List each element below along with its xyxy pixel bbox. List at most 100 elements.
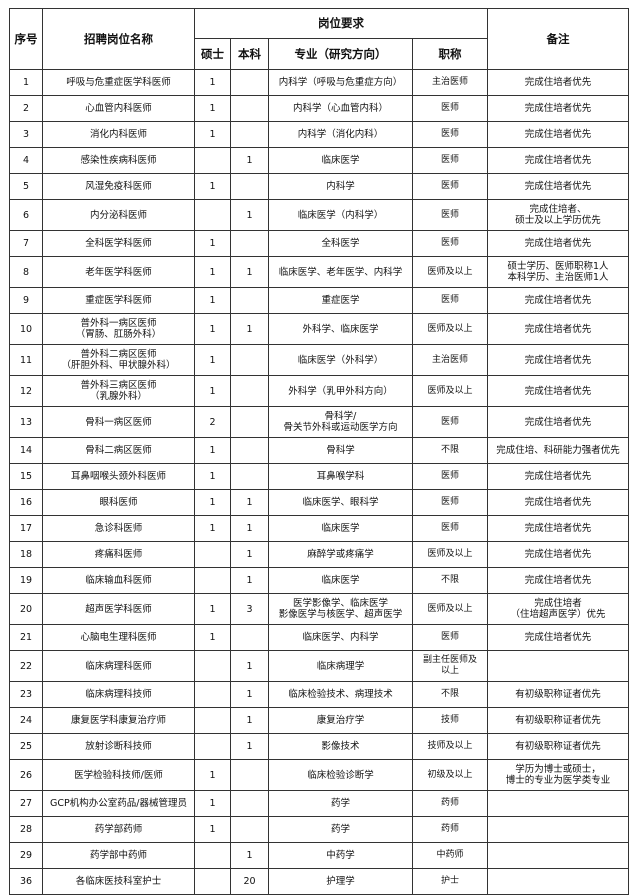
cell-no: 23 — [9, 681, 43, 708]
cell-major: 临床检验诊断学 — [268, 759, 413, 791]
recruitment-table: 序号 招聘岗位名称 岗位要求 备注 硕士 本科 专业（研究方向） 职称 1 呼吸与… — [9, 8, 629, 895]
cell-bachelor: 3 — [230, 593, 269, 625]
cell-no: 14 — [9, 437, 43, 464]
cell-no: 11 — [9, 344, 43, 376]
cell-master: 1 — [194, 624, 231, 651]
cell-bachelor — [230, 344, 269, 376]
cell-no: 24 — [9, 707, 43, 734]
cell-master: 1 — [194, 515, 231, 542]
table-row: 10 普外科一病区医师 （胃肠、肛肠外科） 1 1 外科学、临床医学 医师及以上 完成住培者… — [9, 313, 629, 345]
cell-major: 临床医学、老年医学、内科学 — [268, 256, 413, 288]
header-no: 序号 — [9, 8, 43, 70]
header-remarks: 备注 — [487, 8, 629, 70]
cell-master: 1 — [194, 375, 231, 407]
cell-bachelor: 1 — [230, 147, 269, 174]
table-row: 22 临床病理科医师 1 临床病理学 副主任医师及 以上 — [9, 650, 629, 682]
cell-remarks — [487, 842, 629, 869]
cell-position: 医学检验科技师/医师 — [42, 759, 195, 791]
cell-master: 1 — [194, 230, 231, 257]
cell-title: 医师 — [412, 515, 488, 542]
cell-bachelor — [230, 406, 269, 438]
cell-major: 临床医学、内科学 — [268, 624, 413, 651]
header-requirements: 岗位要求 — [194, 8, 488, 39]
cell-remarks: 完成住培者优先 — [487, 230, 629, 257]
cell-master — [194, 650, 231, 682]
cell-master — [194, 842, 231, 869]
header-position: 招聘岗位名称 — [42, 8, 195, 70]
cell-master: 1 — [194, 69, 231, 96]
cell-no: 16 — [9, 489, 43, 516]
cell-bachelor — [230, 624, 269, 651]
cell-major: 外科学、临床医学 — [268, 313, 413, 345]
cell-title: 医师 — [412, 230, 488, 257]
cell-title: 技师 — [412, 707, 488, 734]
cell-position: 风湿免疫科医师 — [42, 173, 195, 200]
cell-remarks — [487, 868, 629, 895]
table-row: 11 普外科二病区医师 （肝胆外科、甲状腺外科） 1 临床医学（外科学） 主治医师 完成住… — [9, 344, 629, 376]
table-row: 20 超声医学科医师 1 3 医学影像学、临床医学 影像医学与核医学、超声医学 医师及以上… — [9, 593, 629, 625]
cell-no: 15 — [9, 463, 43, 490]
table-row: 13 骨科一病区医师 2 骨科学/ 骨关节外科或运动医学方向 医师 完成住培者优先 — [9, 406, 629, 438]
cell-master — [194, 199, 231, 231]
cell-title: 医师 — [412, 624, 488, 651]
cell-title: 初级及以上 — [412, 759, 488, 791]
cell-no: 18 — [9, 541, 43, 568]
cell-no: 7 — [9, 230, 43, 257]
cell-title: 主治医师 — [412, 344, 488, 376]
cell-remarks: 完成住培者优先 — [487, 313, 629, 345]
table-row: 16 眼科医师 1 1 临床医学、眼科学 医师 完成住培者优先 — [9, 489, 629, 516]
cell-major: 临床医学（外科学） — [268, 344, 413, 376]
header-major: 专业（研究方向） — [268, 38, 413, 70]
cell-no: 6 — [9, 199, 43, 231]
cell-remarks — [487, 790, 629, 817]
cell-remarks: 完成住培者优先 — [487, 489, 629, 516]
table-row: 6 内分泌科医师 1 临床医学（内科学） 医师 完成住培者、 硕士及以上学历优先 — [9, 199, 629, 231]
cell-title: 医师 — [412, 287, 488, 314]
cell-title: 不限 — [412, 681, 488, 708]
cell-master: 1 — [194, 816, 231, 843]
cell-remarks: 有初级职称证者优先 — [487, 707, 629, 734]
table-row: 5 风湿免疫科医师 1 内科学 医师 完成住培者优先 — [9, 173, 629, 200]
cell-position: 超声医学科医师 — [42, 593, 195, 625]
cell-master: 2 — [194, 406, 231, 438]
cell-master: 1 — [194, 463, 231, 490]
cell-bachelor: 1 — [230, 489, 269, 516]
cell-master: 1 — [194, 489, 231, 516]
cell-no: 20 — [9, 593, 43, 625]
cell-no: 22 — [9, 650, 43, 682]
cell-major: 护理学 — [268, 868, 413, 895]
table-row: 14 骨科二病区医师 1 骨科学 不限 完成住培、科研能力强者优先 — [9, 437, 629, 464]
cell-remarks: 硕士学历、医师职称1人 本科学历、主治医师1人 — [487, 256, 629, 288]
cell-major: 重症医学 — [268, 287, 413, 314]
cell-remarks: 完成住培者优先 — [487, 69, 629, 96]
cell-bachelor: 1 — [230, 515, 269, 542]
cell-major: 医学影像学、临床医学 影像医学与核医学、超声医学 — [268, 593, 413, 625]
cell-no: 29 — [9, 842, 43, 869]
header-master: 硕士 — [194, 38, 231, 70]
cell-master: 1 — [194, 437, 231, 464]
cell-no: 12 — [9, 375, 43, 407]
cell-no: 1 — [9, 69, 43, 96]
cell-position: 临床输血科医师 — [42, 567, 195, 594]
cell-title: 不限 — [412, 567, 488, 594]
table-row: 9 重症医学科医师 1 重症医学 医师 完成住培者优先 — [9, 287, 629, 314]
table-row: 2 心血管内科医师 1 内科学（心血管内科） 医师 完成住培者优先 — [9, 95, 629, 122]
cell-bachelor — [230, 375, 269, 407]
cell-remarks: 完成住培者优先 — [487, 344, 629, 376]
cell-position: 骨科二病区医师 — [42, 437, 195, 464]
cell-no: 5 — [9, 173, 43, 200]
cell-remarks: 学历为博士或硕士， 博士的专业为医学类专业 — [487, 759, 629, 791]
cell-major: 麻醉学或疼痛学 — [268, 541, 413, 568]
table-row: 24 康复医学科康复治疗师 1 康复治疗学 技师 有初级职称证者优先 — [9, 707, 629, 734]
table-row: 36 各临床医技科室护士 20 护理学 护士 — [9, 868, 629, 895]
cell-bachelor — [230, 463, 269, 490]
cell-master: 1 — [194, 95, 231, 122]
cell-bachelor: 1 — [230, 842, 269, 869]
cell-bachelor: 1 — [230, 567, 269, 594]
cell-major: 临床医学 — [268, 147, 413, 174]
cell-position: 心脑电生理科医师 — [42, 624, 195, 651]
cell-title: 中药师 — [412, 842, 488, 869]
table-row: 21 心脑电生理科医师 1 临床医学、内科学 医师 完成住培者优先 — [9, 624, 629, 651]
cell-major: 药学 — [268, 816, 413, 843]
cell-position: 呼吸与危重症医学科医师 — [42, 69, 195, 96]
